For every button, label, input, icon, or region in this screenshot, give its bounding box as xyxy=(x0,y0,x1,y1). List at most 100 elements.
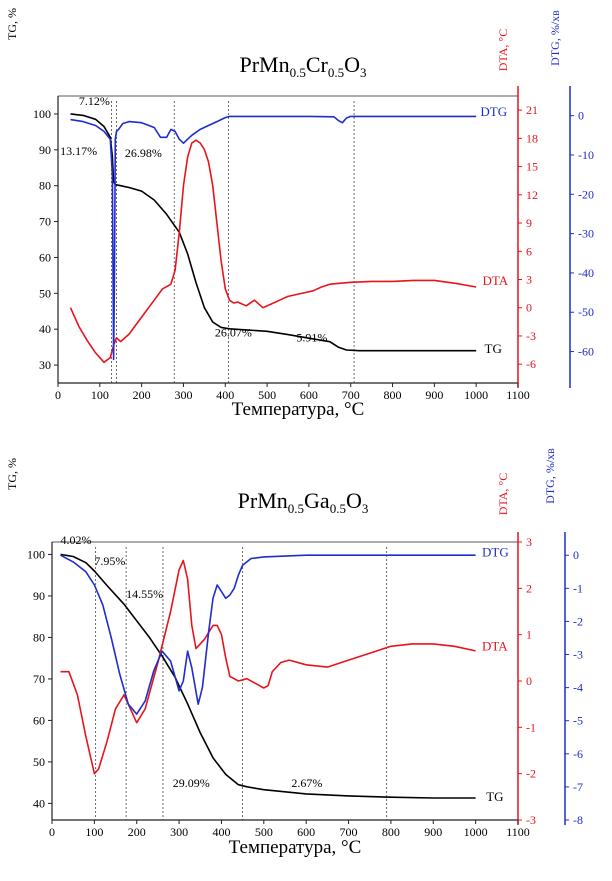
x-tick-label: 600 xyxy=(300,388,318,402)
x-tick-label: 700 xyxy=(342,388,360,402)
dta-tick-label: 2 xyxy=(526,581,532,595)
x-tick-label: 500 xyxy=(255,825,273,839)
tg-tick-label: 100 xyxy=(33,107,51,121)
x-tick-label: 100 xyxy=(91,388,109,402)
x-tick-label: 400 xyxy=(212,825,230,839)
x-tick-label: 900 xyxy=(425,388,443,402)
tg-axis-label: TG, % xyxy=(5,458,19,490)
x-tick-label: 300 xyxy=(170,825,188,839)
series-label-dta: DTA xyxy=(482,639,508,654)
tg-tick-label: 50 xyxy=(39,286,51,300)
title-part: 0.5 xyxy=(328,65,344,80)
series-label-dtg: DTG xyxy=(482,544,509,559)
x-tick-label: 0 xyxy=(49,825,55,839)
mass-loss-annotation: 2.67% xyxy=(291,776,322,790)
x-tick-label: 400 xyxy=(216,388,234,402)
series-label-tg: TG xyxy=(485,341,502,356)
dtg-tick-label: -8 xyxy=(573,813,583,827)
dtg-tick-label: -7 xyxy=(573,780,583,794)
dta-tick-label: 21 xyxy=(526,103,538,117)
series-dta-line xyxy=(60,559,476,775)
dta-tick-label: -3 xyxy=(526,813,536,827)
title-part: Ga xyxy=(304,488,330,513)
series-dtg-line xyxy=(70,115,477,361)
dtg-tick-label: -5 xyxy=(573,714,583,728)
title-part: 0.5 xyxy=(330,501,346,516)
tg-tick-label: 90 xyxy=(33,589,45,603)
dta-tick-label: 3 xyxy=(526,535,532,549)
tg-axis-label: TG, % xyxy=(5,8,19,40)
tg-tick-label: 40 xyxy=(39,322,51,336)
title-part: 0.5 xyxy=(290,65,306,80)
title-part: 0.5 xyxy=(288,501,304,516)
title-part: 3 xyxy=(360,65,367,80)
dtg-tick-label: -50 xyxy=(578,305,594,319)
title-part: O xyxy=(346,488,362,513)
title-part: O xyxy=(344,52,360,77)
x-tick-label: 1100 xyxy=(506,825,530,839)
mass-loss-annotation: 7.95% xyxy=(94,554,125,568)
series-label-tg: TG xyxy=(486,789,503,804)
tg-tick-label: 60 xyxy=(33,713,45,727)
tg-tick-label: 30 xyxy=(39,358,51,372)
dta-tick-label: 18 xyxy=(526,131,538,145)
series-dtg-line xyxy=(60,554,476,715)
tg-tick-label: 70 xyxy=(33,672,45,686)
dta-axis-label: DTA, °C xyxy=(496,29,510,72)
title-part: PrMn xyxy=(238,488,288,513)
x-tick-label: 200 xyxy=(128,825,146,839)
tg-tick-label: 60 xyxy=(39,250,51,264)
x-tick-label: 800 xyxy=(384,388,402,402)
dta-tick-label: -6 xyxy=(526,357,536,371)
x-axis-label: Температура, °C xyxy=(229,837,362,858)
x-axis-label: Температура, °C xyxy=(232,399,365,420)
series-tg-line xyxy=(60,553,476,799)
chart-title: PrMn0.5Cr0.5O3 xyxy=(239,52,366,80)
dtg-axis-label: DTG, %/хв xyxy=(543,448,557,504)
mass-loss-annotation: 13.17% xyxy=(60,144,97,158)
title-part: PrMn xyxy=(239,52,289,77)
dtg-tick-label: -10 xyxy=(578,148,594,162)
tg-tick-label: 80 xyxy=(33,630,45,644)
x-tick-label: 900 xyxy=(424,825,442,839)
x-tick-label: 1100 xyxy=(506,388,530,402)
dtg-tick-label: -30 xyxy=(578,227,594,241)
tg-tick-label: 50 xyxy=(33,755,45,769)
x-tick-label: 0 xyxy=(55,388,61,402)
dtg-tick-label: -6 xyxy=(573,747,583,761)
tg-tick-label: 70 xyxy=(39,215,51,229)
mass-loss-annotation: 5.91% xyxy=(296,331,327,345)
mass-loss-annotation: 26.98% xyxy=(125,146,162,160)
dta-tick-label: 9 xyxy=(526,216,532,230)
mass-loss-annotation: 7.12% xyxy=(79,94,110,108)
x-tick-label: 1000 xyxy=(464,388,488,402)
dta-axis-label: DTA, °C xyxy=(496,473,510,516)
dtg-tick-label: -2 xyxy=(573,614,583,628)
dtg-tick-label: -1 xyxy=(573,581,583,595)
dta-tick-label: 15 xyxy=(526,160,538,174)
x-tick-label: 1000 xyxy=(464,825,488,839)
tg-tick-label: 80 xyxy=(39,179,51,193)
dta-tick-label: -3 xyxy=(526,329,536,343)
mass-loss-annotation: 26.07% xyxy=(215,325,252,339)
dtg-tick-label: -20 xyxy=(578,187,594,201)
dtg-tick-label: -4 xyxy=(573,681,583,695)
dta-tick-label: 0 xyxy=(526,674,532,688)
dta-tick-label: 12 xyxy=(526,188,538,202)
x-tick-label: 300 xyxy=(174,388,192,402)
dta-tick-label: 0 xyxy=(526,301,532,315)
series-tg-line xyxy=(70,113,477,352)
dta-tick-label: 1 xyxy=(526,628,532,642)
chart-title: PrMn0.5Ga0.5O3 xyxy=(238,488,369,516)
dtg-tick-label: -60 xyxy=(578,345,594,359)
tg-tick-label: 40 xyxy=(33,796,45,810)
dtg-tick-label: 0 xyxy=(573,548,579,562)
dtg-tick-label: -40 xyxy=(578,266,594,280)
x-tick-label: 600 xyxy=(297,825,315,839)
series-label-dtg: DTG xyxy=(480,104,507,119)
dtg-tick-label: 0 xyxy=(578,109,584,123)
dta-tick-label: 6 xyxy=(526,244,532,258)
title-part: 3 xyxy=(362,501,369,516)
